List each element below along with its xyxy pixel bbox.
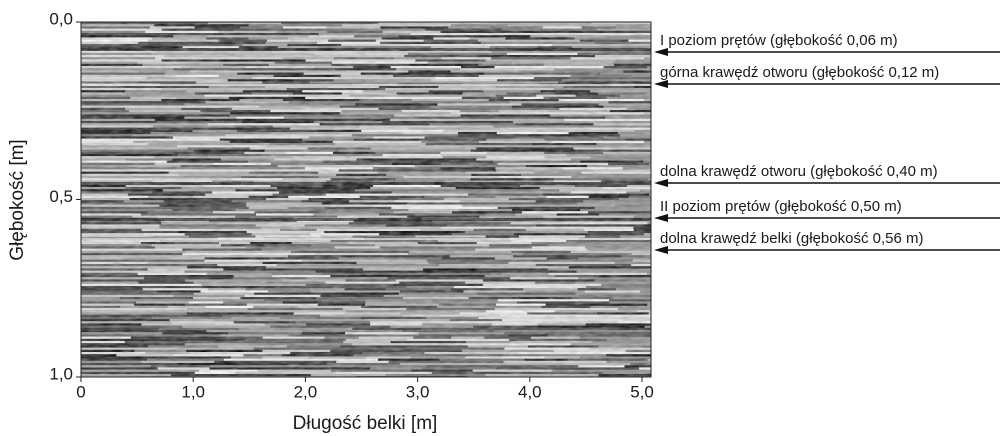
x-tick-label: 1,0: [181, 382, 205, 401]
texture-band: [647, 281, 651, 284]
texture-band: [649, 193, 651, 196]
y-tick-label: 0,5: [49, 187, 73, 206]
radargram-image: [81, 22, 651, 377]
x-tick-label: 2,0: [294, 382, 318, 401]
y-tick-label: 1,0: [49, 364, 73, 383]
texture-band: [647, 220, 651, 223]
x-tick-label: 3,0: [406, 382, 430, 401]
arrow-head: [654, 214, 668, 222]
texture-band: [643, 112, 651, 115]
annotation: dolna krawędź otworu (głębokość 0,40 m): [660, 163, 938, 180]
arrow-head: [654, 48, 668, 56]
x-tick-label: 0: [76, 382, 85, 401]
y-tick-label: 0,0: [49, 9, 73, 28]
texture-band: [643, 99, 651, 102]
texture-band: [648, 312, 651, 315]
x-axis-title: Długość belki [m]: [293, 413, 438, 434]
texture-noise: [81, 22, 651, 377]
texture-band: [639, 367, 651, 370]
x-tick-label: 4,0: [518, 382, 542, 401]
texture-band: [647, 358, 651, 361]
annotation: górna krawędź otworu (głębokość 0,12 m): [660, 64, 939, 81]
annotation: I poziom prętów (głębokość 0,06 m): [660, 32, 898, 49]
x-tick-label: 5,0: [630, 382, 654, 401]
arrow-head: [654, 179, 668, 187]
arrow-head: [654, 80, 668, 88]
arrow-head: [654, 246, 668, 254]
y-axis-title: Głębokość [m]: [7, 139, 28, 260]
annotation: dolna krawędź belki (głębokość 0,56 m): [660, 230, 923, 247]
annotation: II poziom prętów (głębokość 0,50 m): [660, 198, 902, 215]
